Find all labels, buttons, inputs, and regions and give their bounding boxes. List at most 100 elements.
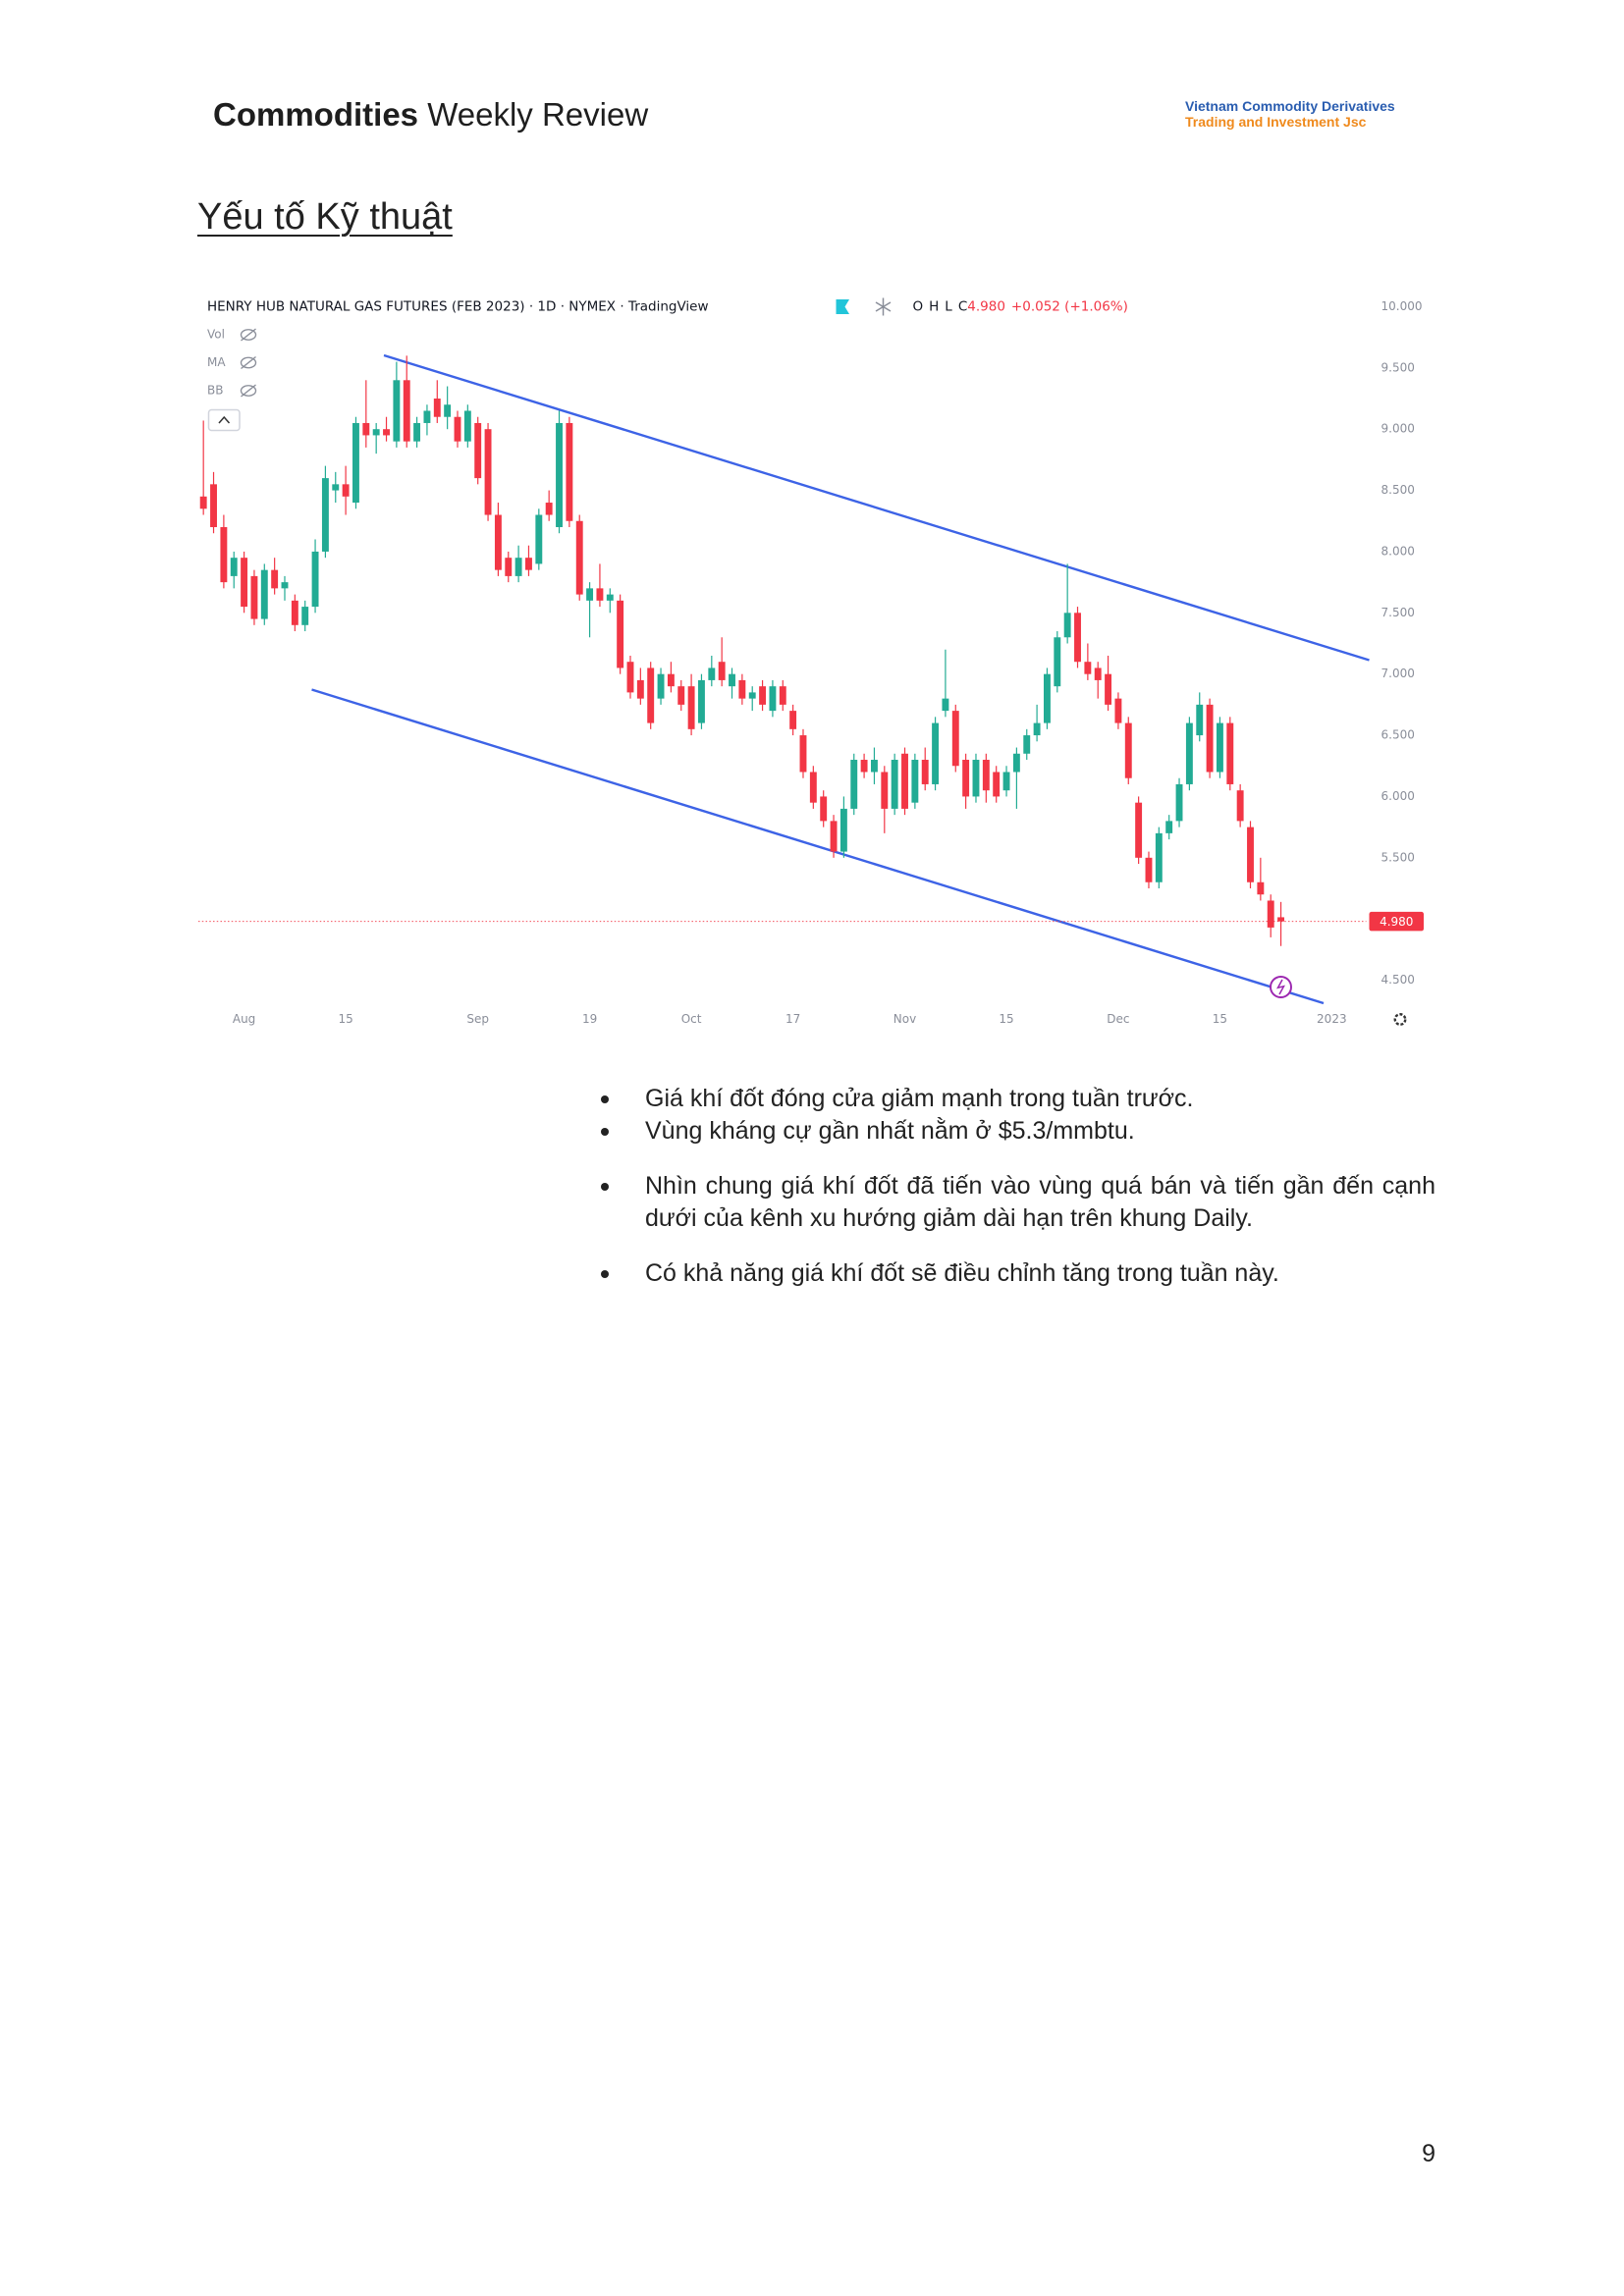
collapse-arrow — [218, 415, 231, 424]
candle-body — [1236, 790, 1244, 822]
bullet-item: Nhìn chung giá khí đốt đã tiến vào vùng … — [601, 1170, 1435, 1235]
candle-body — [1074, 613, 1081, 663]
bullet-item: Có khả năng giá khí đốt sẽ điều chỉnh tă… — [601, 1257, 1435, 1290]
candle-body — [1043, 673, 1051, 723]
trend-line — [311, 688, 1325, 1005]
candle-body — [729, 673, 735, 687]
y-tick-label: 6.500 — [1381, 728, 1415, 742]
x-tick-label: 17 — [785, 1012, 800, 1026]
candle-body — [1002, 772, 1010, 791]
candle-body — [301, 607, 309, 625]
report-title: Commodities Weekly Review — [213, 96, 648, 133]
candle-body — [799, 735, 807, 773]
candle-body — [647, 667, 655, 723]
candle-body — [951, 711, 959, 767]
candle-body — [972, 760, 980, 797]
candle-body — [1196, 704, 1204, 736]
candle-body — [738, 679, 746, 699]
candle-body — [1033, 722, 1041, 736]
bullet-dot — [601, 1128, 609, 1136]
candle-body — [352, 422, 359, 504]
candle-body — [596, 588, 604, 601]
candle-body — [789, 711, 797, 729]
ohlc-value: 4.980 — [967, 299, 1005, 315]
candle-body — [748, 692, 756, 699]
x-tick-label: 15 — [338, 1012, 352, 1026]
x-tick-label: Sep — [466, 1012, 489, 1026]
candle-body — [657, 673, 665, 699]
candle-body — [271, 569, 279, 589]
flag-icon — [836, 299, 849, 314]
indicator-label: Vol — [207, 328, 225, 342]
candle-body — [494, 514, 502, 570]
alert-bolt — [1276, 979, 1285, 995]
ohlc-letter: L — [945, 299, 952, 315]
chart: HENRY HUB NATURAL GAS FUTURES (FEB 2023)… — [198, 285, 1435, 1039]
candle-body — [1063, 613, 1071, 638]
candle-body — [839, 808, 847, 852]
candle-body — [921, 760, 929, 784]
section-title: Yếu tố Kỹ thuật — [197, 196, 453, 238]
change-value: +0.052 (+1.06%) — [1011, 299, 1128, 315]
candle-body — [606, 594, 614, 601]
ohlc-letter: C — [958, 299, 967, 315]
candle-body — [311, 551, 319, 608]
candle-body — [1226, 722, 1234, 784]
candle-body — [291, 600, 298, 625]
candle-body — [199, 496, 207, 509]
candle-body — [463, 410, 471, 442]
candle-body — [860, 760, 868, 773]
candle-body — [383, 429, 390, 436]
candle-body — [281, 582, 289, 589]
candle-body — [575, 520, 583, 595]
candle-body — [769, 686, 777, 712]
candle-body — [332, 484, 340, 491]
chart-background — [198, 285, 1435, 1039]
candle-body — [566, 422, 573, 521]
x-tick-label: 2023 — [1317, 1012, 1347, 1026]
title-rest: Weekly Review — [427, 96, 649, 133]
indicator-label: BB — [207, 384, 223, 398]
candle-body — [220, 526, 228, 583]
candle-body — [1257, 881, 1265, 895]
y-tick-label: 7.000 — [1381, 667, 1415, 680]
candle-body — [687, 686, 695, 729]
candle-body — [514, 558, 522, 576]
company-name: Trading and Investment Jsc — [1185, 114, 1367, 130]
candle-body — [1135, 802, 1143, 858]
candle-body — [241, 558, 248, 608]
settings-icon[interactable] — [1393, 1013, 1407, 1026]
candle-body — [362, 422, 370, 436]
candle-body — [871, 760, 878, 773]
candle-body — [372, 429, 380, 436]
y-tick-label: 8.000 — [1381, 544, 1415, 558]
title-bold: Commodities — [213, 96, 419, 133]
bullet-item: Vùng kháng cự gần nhất nằm ở $5.3/mmbtu. — [601, 1115, 1435, 1148]
candle-body — [321, 478, 329, 552]
candle-body — [911, 760, 919, 803]
candle-body — [413, 422, 421, 442]
snowflake-icon — [875, 297, 892, 316]
candle-body — [820, 796, 828, 822]
candle-body — [1145, 857, 1153, 882]
candle-body — [1084, 662, 1092, 674]
candle-body — [932, 722, 940, 784]
collapse-button[interactable] — [207, 408, 241, 432]
ohlc-legend: O H L C4.980 +0.052 (+1.06%) — [913, 299, 1128, 315]
candle-body — [1105, 673, 1112, 705]
candle-body — [444, 404, 452, 417]
candle-body — [962, 760, 970, 797]
bullet-text: Nhìn chung giá khí đốt đã tiến vào vùng … — [645, 1172, 1435, 1232]
candle-body — [474, 422, 482, 479]
last-price-label: 4.980 — [1380, 915, 1413, 929]
y-tick-label: 8.500 — [1381, 483, 1415, 497]
bullet-text: Vùng kháng cự gần nhất nằm ở $5.3/mmbtu. — [645, 1117, 1135, 1145]
y-tick-label: 7.500 — [1381, 606, 1415, 619]
candle-body — [1206, 704, 1214, 773]
bullet-text: Có khả năng giá khí đốt sẽ điều chỉnh tă… — [645, 1259, 1279, 1287]
candle-body — [718, 662, 726, 680]
candle-body — [393, 380, 401, 442]
candle-body — [586, 588, 594, 601]
candle-body — [210, 484, 217, 527]
